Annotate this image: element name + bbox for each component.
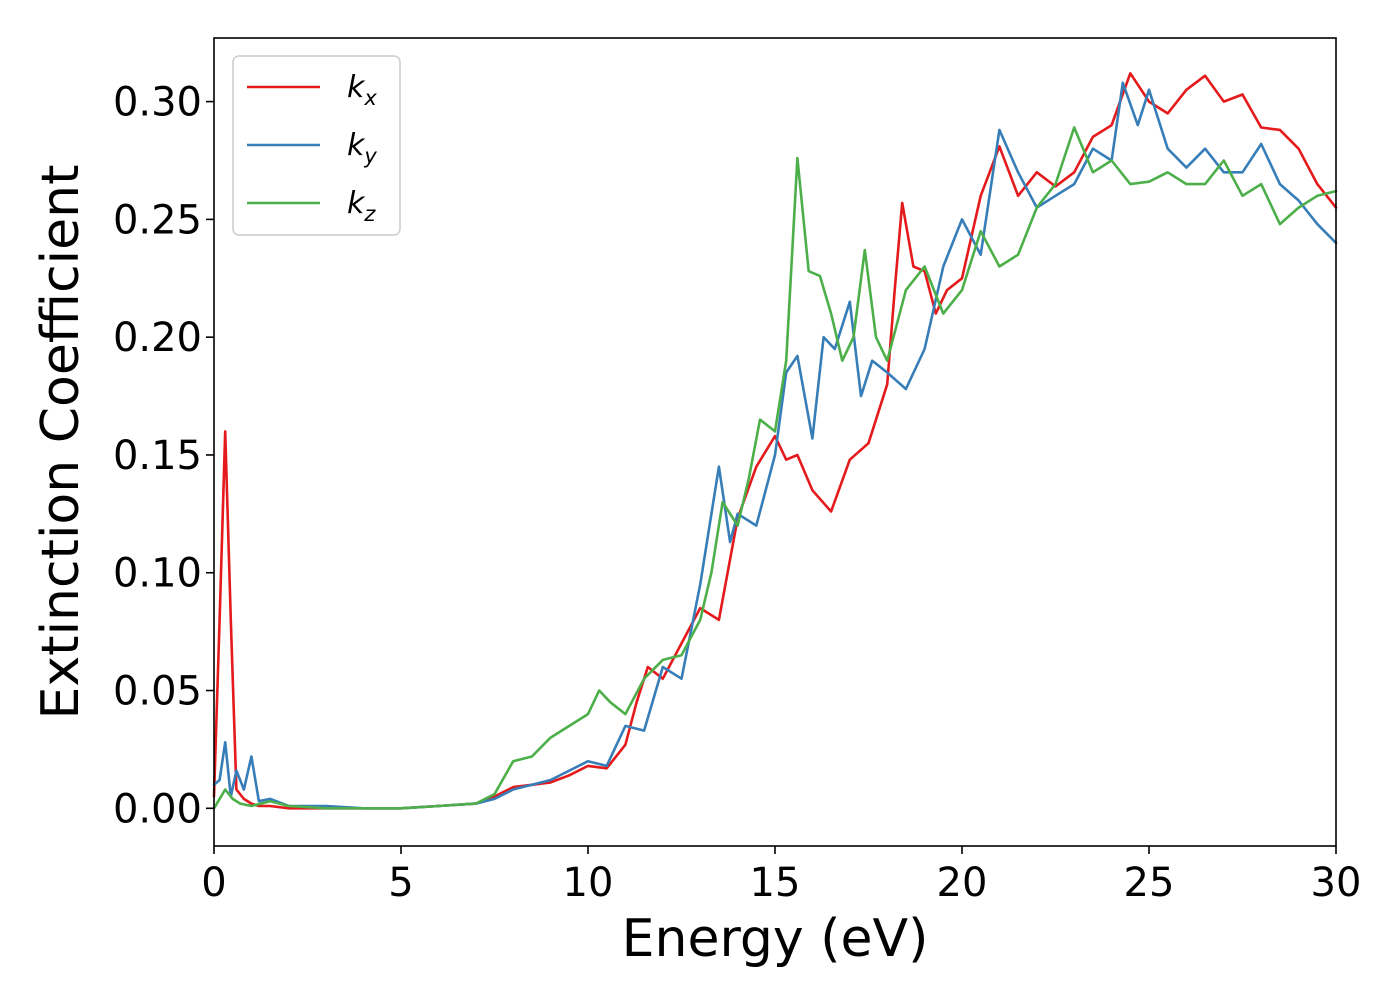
legend-entries: kx ky kz [247,70,377,226]
legend-label-ky: ky [347,128,377,168]
x-tick-label: 0 [201,860,226,906]
x-tick-label: 10 [563,860,614,906]
x-axis-title: Energy (eV) [622,909,929,969]
series-line-kz [212,126,1338,810]
y-axis-ticks: 0.00 0.05 0.10 0.15 0.20 0.25 0.30 [113,80,214,832]
legend-label-kx: kx [347,70,377,110]
x-tick-label: 15 [750,860,801,906]
y-tick-label: 0.15 [113,433,202,479]
x-tick-label: 30 [1311,860,1362,906]
y-tick-label: 0.30 [113,80,202,126]
x-axis-ticks: 0 5 10 15 20 25 30 [201,846,1361,906]
y-tick-label: 0.20 [113,315,202,361]
x-tick-label: 25 [1124,860,1175,906]
legend: kx ky kz [232,55,401,236]
y-tick-label: 0.00 [113,786,202,832]
y-tick-label: 0.05 [113,669,202,715]
y-axis-title: Extinction Coefficient [31,165,91,720]
y-tick-label: 0.10 [113,551,202,597]
series-layer [212,72,1338,810]
legend-label-kz: kz [347,186,376,226]
x-tick-label: 5 [388,860,413,906]
x-tick-label: 20 [937,860,988,906]
y-tick-label: 0.25 [113,197,202,243]
